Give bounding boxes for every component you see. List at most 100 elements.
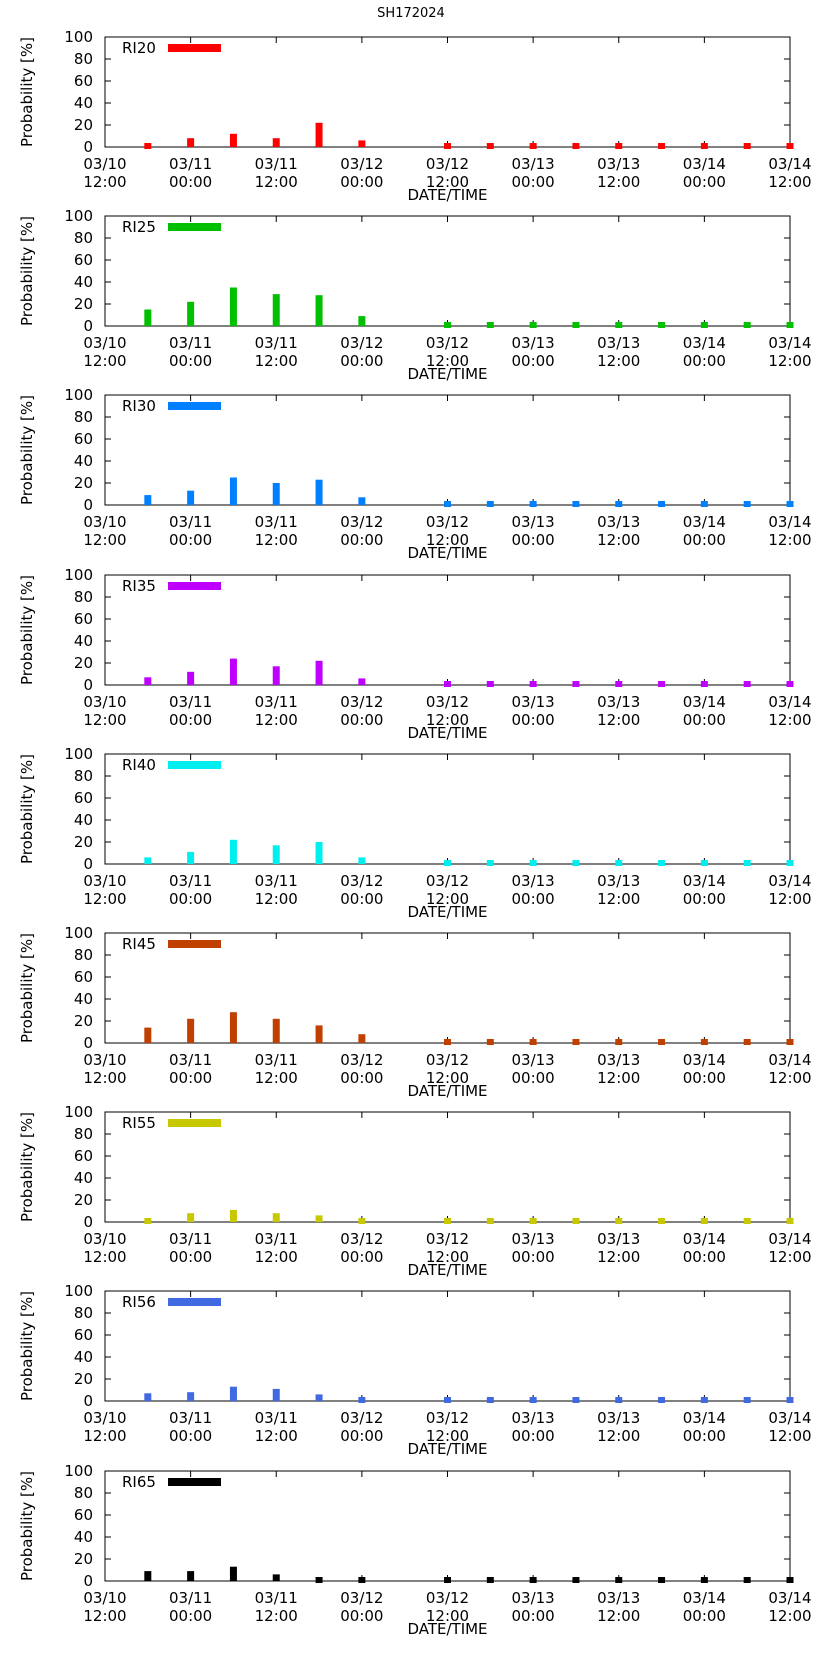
- y-tick-label: 40: [74, 1169, 93, 1187]
- y-tick-label: 60: [74, 1326, 93, 1344]
- y-tick-label: 100: [64, 1103, 93, 1121]
- x-tick-date: 03/10: [83, 693, 126, 711]
- bar: [700, 1397, 708, 1403]
- bar: [272, 666, 280, 685]
- x-tick-time: 12:00: [426, 1069, 469, 1087]
- x-tick-date: 03/14: [683, 155, 726, 173]
- x-tick-date: 03/11: [255, 1409, 298, 1427]
- y-tick-label: 40: [74, 632, 93, 650]
- bar: [786, 1039, 794, 1045]
- x-tick-date: 03/14: [768, 1409, 811, 1427]
- y-axis-title: Probability [%]: [18, 1291, 36, 1401]
- x-tick-date: 03/12: [340, 872, 383, 890]
- x-tick-time: 12:00: [83, 531, 126, 549]
- x-tick-date: 03/11: [255, 1589, 298, 1607]
- x-tick-date: 03/14: [768, 513, 811, 531]
- x-tick-time: 12:00: [597, 1427, 640, 1445]
- y-tick-label: 60: [74, 610, 93, 628]
- bar: [229, 1386, 237, 1401]
- y-tick-label: 80: [74, 946, 93, 964]
- x-tick-time: 12:00: [426, 1607, 469, 1625]
- bar: [529, 143, 537, 149]
- x-tick-date: 03/14: [683, 872, 726, 890]
- bar: [786, 143, 794, 149]
- x-tick-time: 00:00: [340, 890, 383, 908]
- bar: [615, 1039, 623, 1045]
- bar: [315, 1394, 323, 1401]
- y-tick-label: 0: [83, 1572, 93, 1590]
- x-tick-time: 12:00: [768, 1069, 811, 1087]
- plot-frame: [104, 36, 791, 148]
- bar: [229, 658, 237, 685]
- x-tick-date: 03/11: [255, 1230, 298, 1248]
- bar: [572, 1039, 580, 1045]
- x-tick-time: 12:00: [426, 711, 469, 729]
- x-tick-time: 12:00: [255, 1248, 298, 1266]
- bar: [187, 1571, 195, 1581]
- bar: [144, 495, 152, 505]
- x-tick-time: 00:00: [169, 352, 212, 370]
- bar: [529, 501, 537, 507]
- bar: [786, 860, 794, 866]
- bar: [786, 1577, 794, 1583]
- x-tick-time: 12:00: [597, 890, 640, 908]
- x-tick-date: 03/10: [83, 155, 126, 173]
- bar: [144, 1571, 152, 1581]
- legend-label: RI30: [122, 397, 156, 415]
- x-tick-date: 03/12: [426, 1230, 469, 1248]
- y-tick-label: 60: [74, 789, 93, 807]
- y-tick-label: 0: [83, 676, 93, 694]
- y-axis-title: Probability [%]: [18, 575, 36, 685]
- bar: [615, 501, 623, 507]
- x-tick-date: 03/12: [340, 1051, 383, 1069]
- y-tick-label: 80: [74, 1484, 93, 1502]
- x-tick-time: 00:00: [169, 890, 212, 908]
- bar: [786, 1397, 794, 1403]
- x-tick-time: 12:00: [83, 1607, 126, 1625]
- x-tick-date: 03/12: [340, 1409, 383, 1427]
- bar: [444, 681, 451, 687]
- bar: [358, 1397, 366, 1403]
- bar: [315, 122, 323, 147]
- x-tick-time: 00:00: [340, 173, 383, 191]
- bar: [529, 1397, 537, 1403]
- bar: [743, 860, 751, 866]
- x-tick-date: 03/13: [597, 693, 640, 711]
- bar: [743, 1039, 751, 1045]
- x-tick-date: 03/13: [597, 1589, 640, 1607]
- y-tick-label: 100: [64, 1282, 93, 1300]
- bar: [187, 1213, 195, 1222]
- x-tick-time: 00:00: [683, 1069, 726, 1087]
- x-tick-time: 12:00: [83, 890, 126, 908]
- bar: [144, 143, 152, 149]
- x-tick-date: 03/13: [597, 872, 640, 890]
- legend-label: RI25: [122, 218, 156, 236]
- y-tick-label: 20: [74, 474, 93, 492]
- y-axis-title: Probability [%]: [18, 1471, 36, 1581]
- bar: [272, 1388, 280, 1401]
- bar: [615, 143, 623, 149]
- x-tick-date: 03/10: [83, 1051, 126, 1069]
- bar: [700, 501, 708, 507]
- x-tick-time: 12:00: [597, 1607, 640, 1625]
- y-tick-label: 0: [83, 317, 93, 335]
- y-tick-label: 20: [74, 295, 93, 313]
- bar: [229, 1209, 237, 1222]
- x-tick-date: 03/11: [255, 155, 298, 173]
- bar: [444, 1397, 451, 1403]
- x-tick-time: 12:00: [768, 1607, 811, 1625]
- bar: [529, 322, 537, 328]
- bar: [444, 1039, 451, 1045]
- y-tick-label: 80: [74, 1304, 93, 1322]
- x-tick-date: 03/12: [340, 693, 383, 711]
- x-tick-date: 03/13: [597, 334, 640, 352]
- bar: [572, 1397, 580, 1403]
- x-tick-date: 03/13: [512, 334, 555, 352]
- y-axis-title: Probability [%]: [18, 1112, 36, 1222]
- legend-label: RI56: [122, 1293, 156, 1311]
- y-axis-title: Probability [%]: [18, 933, 36, 1043]
- x-tick-time: 12:00: [255, 711, 298, 729]
- bar: [272, 845, 280, 864]
- x-tick-date: 03/14: [768, 693, 811, 711]
